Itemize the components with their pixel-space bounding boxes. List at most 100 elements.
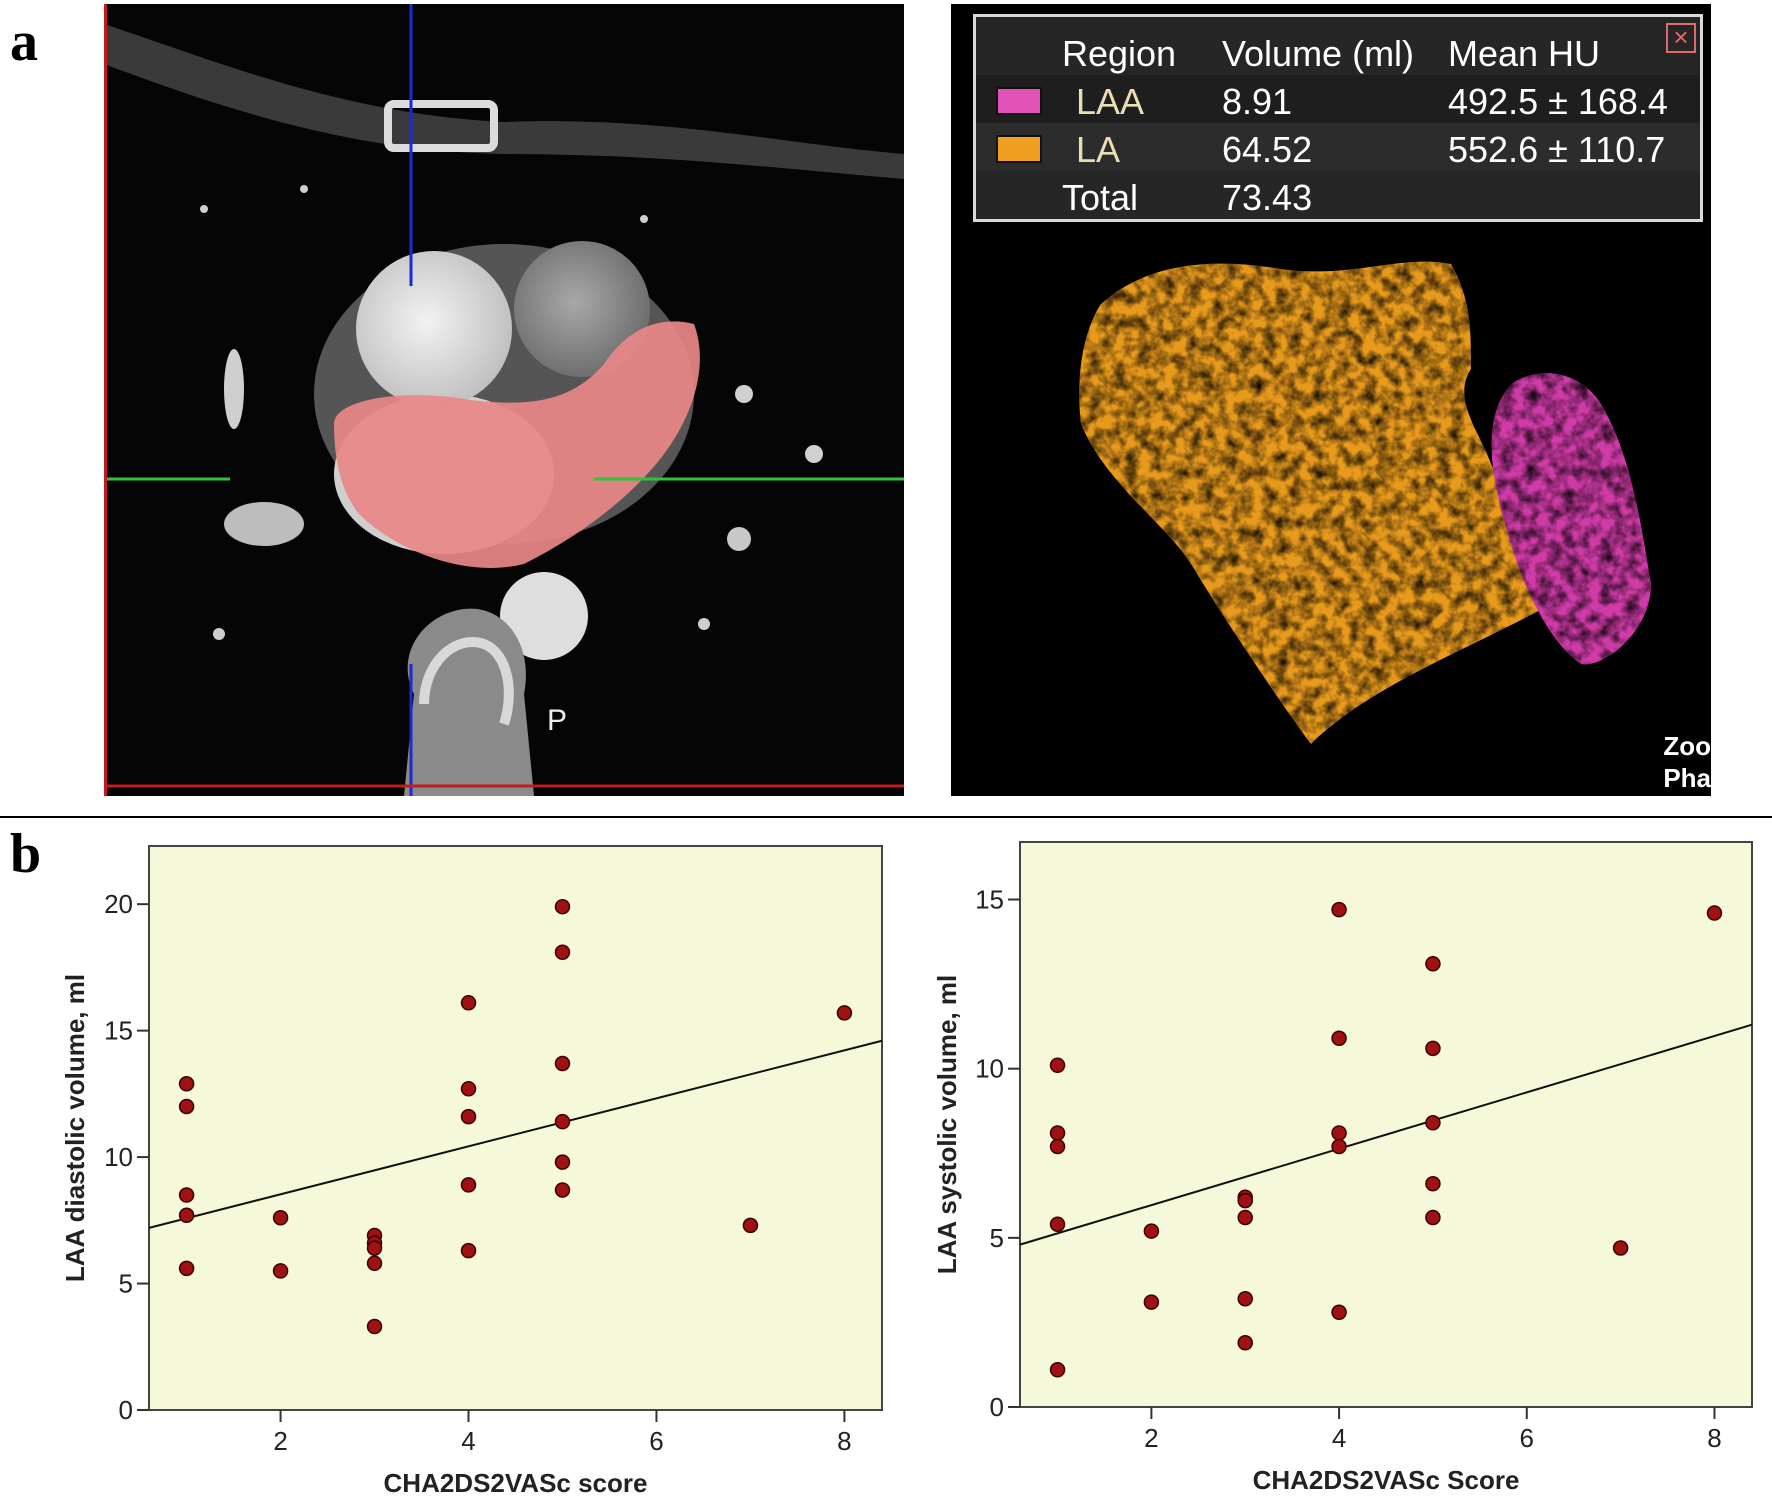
x-tick-label: 4 (1332, 1423, 1346, 1453)
x-tick-label: 8 (1707, 1423, 1721, 1453)
data-point (1331, 1304, 1347, 1321)
diastolic-scatter-plot: 0 5 10 15 20 2 4 6 8 CHA2DS2VASc score LAA diastol… (60, 845, 883, 1498)
table-row-laa: LAA 8.91 492.5 ± 168.4 (976, 75, 1700, 123)
data-point (1706, 905, 1723, 921)
cell-volume: 64.52 (1222, 129, 1313, 170)
data-point (1049, 1216, 1066, 1233)
x-tick-label: 8 (837, 1426, 851, 1456)
panel-a-label: a (10, 11, 38, 73)
volume-table: Region Volume (ml) Mean HU LAA 8.91 492.… (973, 14, 1703, 222)
x-axis-label: CHA2DS2VASc score (384, 1468, 648, 1498)
data-point (554, 944, 571, 960)
data-point (1143, 1223, 1160, 1239)
cell-volume: 8.91 (1222, 81, 1293, 122)
cell-volume: 73.43 (1222, 177, 1313, 218)
table-header-row: Region Volume (ml) Mean HU (976, 27, 1700, 75)
data-point (272, 1210, 289, 1226)
panel-divider (0, 816, 1772, 818)
regression-line (1019, 1023, 1753, 1246)
plot-area (1019, 841, 1753, 1408)
data-point (178, 1187, 195, 1203)
data-point (1612, 1240, 1629, 1256)
y-tick-label: 0 (119, 1395, 133, 1425)
x-tick-label: 2 (1144, 1423, 1158, 1453)
cell-region: Total (1062, 177, 1139, 218)
data-point (460, 1242, 477, 1259)
x-tick-label: 4 (461, 1426, 475, 1456)
data-point (1049, 1138, 1066, 1155)
data-point (836, 1005, 853, 1021)
data-point (1237, 1334, 1253, 1351)
data-point (366, 1240, 383, 1256)
data-point (1237, 1192, 1253, 1209)
data-point (178, 1098, 195, 1115)
y-tick-label: 20 (104, 889, 133, 919)
data-point (460, 1177, 477, 1193)
header-volume: Volume (ml) (1222, 33, 1415, 74)
la-3d-rendering: Region Volume (ml) Mean HU LAA 8.91 492.… (951, 4, 1711, 796)
x-tick-label: 6 (1520, 1423, 1534, 1453)
atrium-render-illustration (1079, 261, 1651, 744)
ct-scan-illustration (104, 4, 904, 796)
data-point (554, 1182, 571, 1198)
x-tick-label: 6 (649, 1426, 663, 1456)
y-tick-label: 15 (104, 1016, 133, 1046)
data-point (178, 1207, 195, 1224)
data-point (554, 1154, 571, 1170)
data-point (1331, 1125, 1347, 1141)
panel-b-label: b (10, 823, 42, 885)
la-color-swatch (996, 135, 1042, 163)
y-tick-label: 5 (119, 1269, 133, 1299)
data-point (1049, 1362, 1066, 1378)
table-row-la: LA 64.52 552.6 ± 110.7 (976, 123, 1700, 171)
laa-color-swatch (996, 87, 1042, 115)
systolic-scatter-plot: 0 5 10 15 2 4 6 8 CHA2DS2VASc Score LAA systolic … (932, 841, 1753, 1495)
cell-region: LA (1076, 129, 1121, 170)
data-point (1237, 1290, 1253, 1307)
data-point (460, 1081, 477, 1097)
data-point (1425, 1040, 1441, 1057)
data-point (1425, 1175, 1441, 1192)
plot-area (148, 845, 883, 1411)
data-point (1049, 1125, 1066, 1141)
data-point (1331, 1138, 1347, 1155)
data-point (272, 1263, 289, 1279)
data-point (554, 1055, 571, 1072)
data-point (554, 898, 571, 915)
cell-mean-hu: 492.5 ± 168.4 (1448, 81, 1668, 122)
data-point (1237, 1209, 1253, 1226)
data-point (460, 1108, 477, 1125)
x-axis-label: CHA2DS2VASc Score (1253, 1465, 1520, 1495)
data-point (178, 1260, 195, 1277)
data-point (1143, 1294, 1160, 1310)
regression-line (148, 1039, 883, 1229)
data-point (178, 1075, 195, 1092)
close-icon[interactable]: × (1666, 23, 1696, 53)
data-point (1049, 1057, 1066, 1074)
y-tick-label: 10 (975, 1054, 1004, 1084)
ct-position-marker: P (547, 704, 568, 737)
y-tick-label: 10 (104, 1142, 133, 1172)
header-region: Region (1062, 33, 1177, 74)
y-axis-label: LAA diastolic volume, ml (60, 974, 90, 1282)
data-point (554, 1113, 571, 1130)
corner-text-line-2: Pha (1663, 763, 1711, 793)
y-tick-label: 5 (990, 1223, 1004, 1253)
table-row-total: Total 73.43 (976, 171, 1700, 219)
data-point (366, 1255, 383, 1272)
header-mean-hu: Mean HU (1448, 33, 1601, 74)
cell-mean-hu: 552.6 ± 110.7 (1448, 129, 1666, 170)
data-point (1425, 956, 1441, 972)
corner-text-line-1: Zoo (1663, 731, 1711, 761)
cell-region: LAA (1076, 81, 1145, 122)
data-point (1425, 1115, 1441, 1131)
data-point (366, 1318, 383, 1335)
data-point (1331, 1030, 1347, 1046)
x-tick-label: 2 (273, 1426, 287, 1456)
ct-axial-image: P (104, 4, 904, 796)
data-point (1425, 1209, 1441, 1226)
y-tick-label: 0 (990, 1392, 1004, 1422)
y-axis-label: LAA systolic volume, ml (932, 975, 962, 1275)
data-point (460, 995, 477, 1011)
y-tick-label: 15 (975, 885, 1004, 915)
